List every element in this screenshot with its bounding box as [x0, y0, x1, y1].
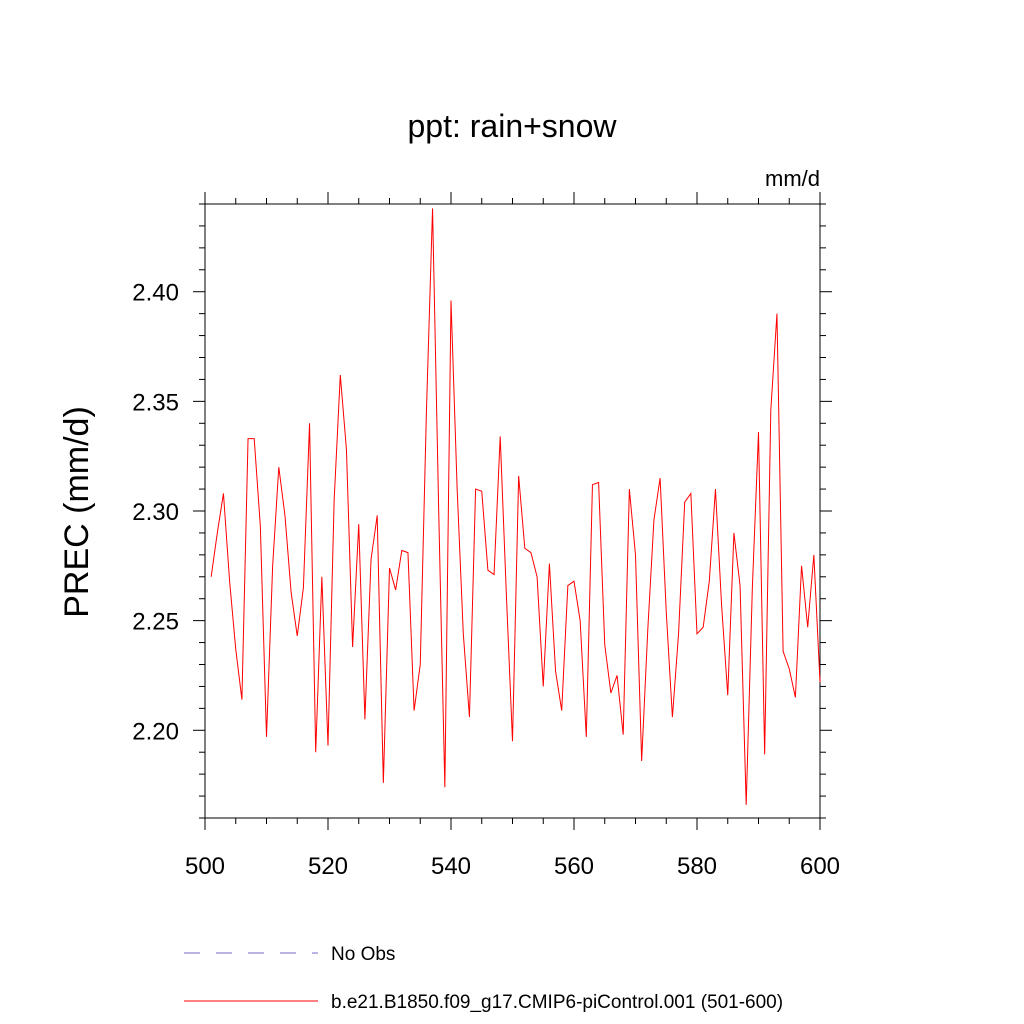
legend: No Obs b.e21.B1850.f09_g17.CMIP6-piContr… — [184, 944, 783, 1013]
y-tick-label-3: 2.35 — [132, 389, 179, 416]
y-tick-label-0: 2.20 — [132, 718, 179, 745]
legend-label-picontrol: b.e21.B1850.f09_g17.CMIP6-piControl.001 … — [331, 992, 783, 1013]
y-tick-label-2: 2.30 — [132, 499, 179, 526]
x-tick-label-520: 520 — [308, 853, 348, 880]
units-label: mm/d — [765, 166, 820, 191]
axis-ticks — [193, 192, 832, 830]
x-tick-label-600: 600 — [800, 853, 840, 880]
x-tick-label-540: 540 — [431, 853, 471, 880]
series-lines — [210, 208, 821, 805]
legend-label-no-obs: No Obs — [331, 944, 395, 965]
y-tick-label-1: 2.25 — [132, 609, 179, 636]
series-line-1 — [210, 208, 821, 805]
y-axis-label: PREC (mm/d) — [58, 406, 96, 618]
x-tick-label-560: 560 — [554, 853, 594, 880]
chart-title: ppt: rain+snow — [407, 108, 617, 144]
y-tick-label-4: 2.40 — [132, 280, 179, 307]
tick-labels: 500 520 540 560 580 600 2.20 2.25 2.30 2.35 2.40 — [132, 280, 840, 880]
x-tick-label-500: 500 — [185, 853, 225, 880]
x-tick-label-580: 580 — [677, 853, 717, 880]
